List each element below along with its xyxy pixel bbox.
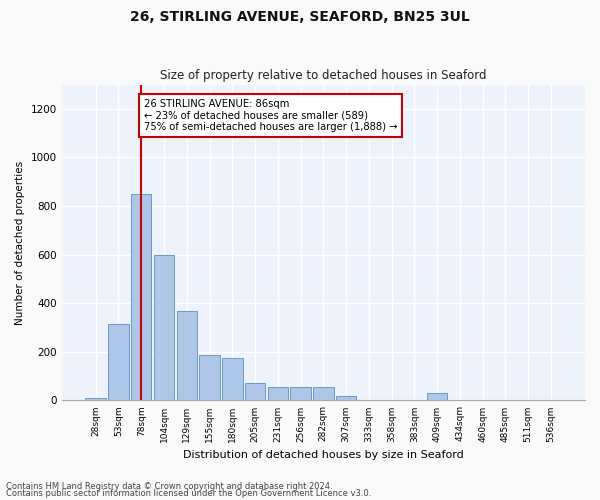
Text: 26, STIRLING AVENUE, SEAFORD, BN25 3UL: 26, STIRLING AVENUE, SEAFORD, BN25 3UL — [130, 10, 470, 24]
Bar — [199, 356, 220, 401]
Bar — [290, 387, 311, 400]
Bar — [268, 387, 288, 400]
Title: Size of property relative to detached houses in Seaford: Size of property relative to detached ho… — [160, 69, 487, 82]
Bar — [245, 384, 265, 400]
Bar — [108, 324, 129, 400]
Bar — [131, 194, 151, 400]
Y-axis label: Number of detached properties: Number of detached properties — [15, 160, 25, 324]
Bar — [154, 254, 174, 400]
Text: Contains HM Land Registry data © Crown copyright and database right 2024.: Contains HM Land Registry data © Crown c… — [6, 482, 332, 491]
Bar — [427, 393, 448, 400]
Bar — [336, 396, 356, 400]
Text: Contains public sector information licensed under the Open Government Licence v3: Contains public sector information licen… — [6, 489, 371, 498]
Bar — [313, 387, 334, 400]
Bar — [85, 398, 106, 400]
Bar — [222, 358, 242, 401]
Bar — [176, 310, 197, 400]
X-axis label: Distribution of detached houses by size in Seaford: Distribution of detached houses by size … — [183, 450, 464, 460]
Text: 26 STIRLING AVENUE: 86sqm
← 23% of detached houses are smaller (589)
75% of semi: 26 STIRLING AVENUE: 86sqm ← 23% of detac… — [144, 99, 397, 132]
